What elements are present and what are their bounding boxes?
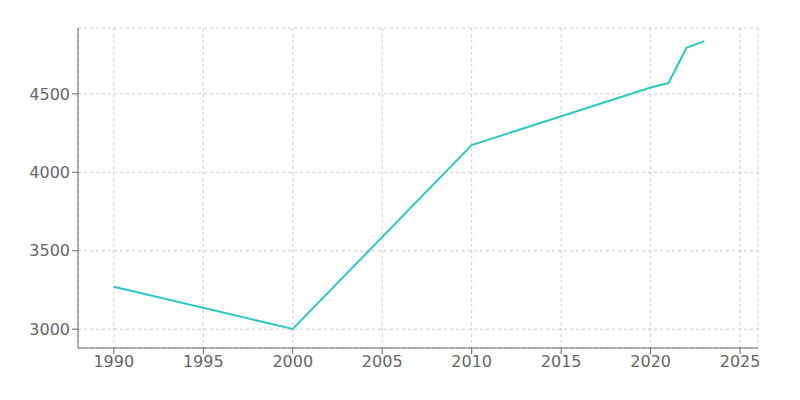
svg-text:3000: 3000: [29, 320, 70, 339]
svg-text:2000: 2000: [272, 352, 313, 371]
svg-text:2010: 2010: [451, 352, 492, 371]
svg-text:2015: 2015: [541, 352, 582, 371]
svg-text:1995: 1995: [183, 352, 224, 371]
svg-text:4500: 4500: [29, 85, 70, 104]
svg-text:2005: 2005: [362, 352, 403, 371]
svg-text:3500: 3500: [29, 241, 70, 260]
svg-text:4000: 4000: [29, 163, 70, 182]
svg-text:2025: 2025: [720, 352, 761, 371]
svg-text:2020: 2020: [630, 352, 671, 371]
svg-text:1990: 1990: [93, 352, 134, 371]
